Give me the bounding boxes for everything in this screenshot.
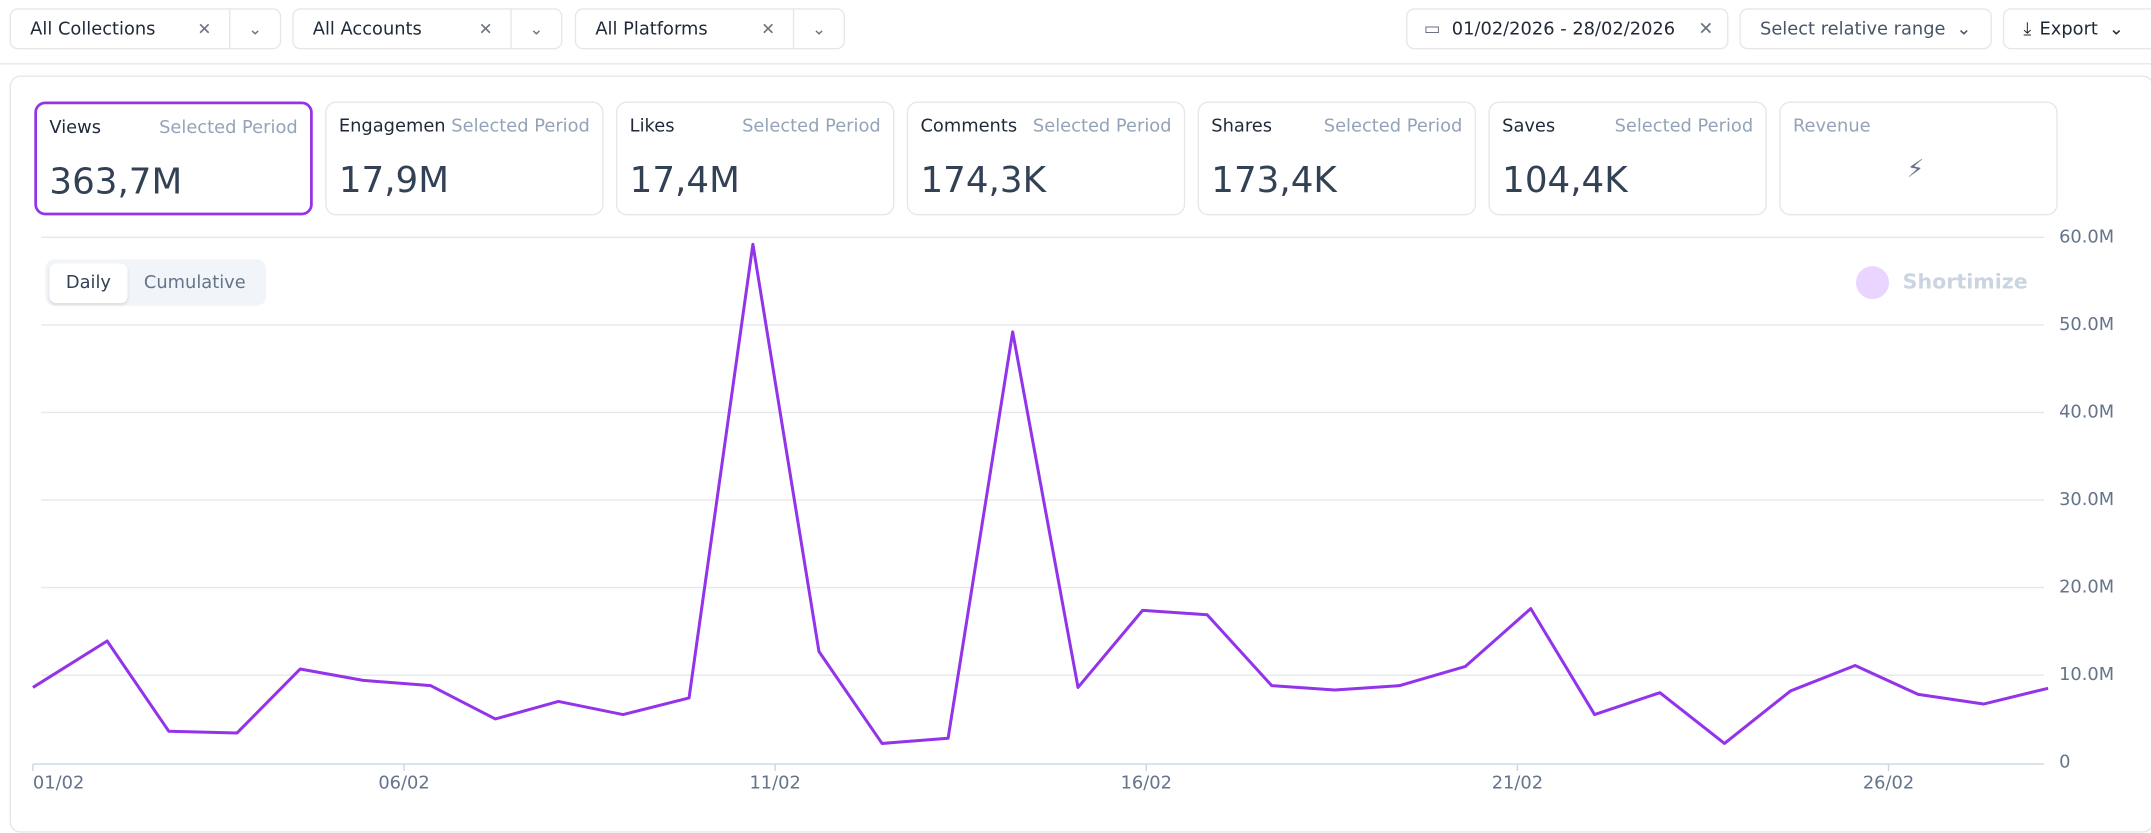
metric-name: Views — [49, 117, 101, 139]
metric-name: Shares — [1211, 116, 1273, 138]
filter-label: All Accounts — [312, 18, 422, 40]
dropdown-button[interactable]: ⌄ — [792, 9, 844, 49]
dropdown-button[interactable]: ⌄ — [510, 9, 561, 49]
filter-label: All Platforms — [595, 18, 708, 40]
export-text: Export — [2039, 18, 2098, 40]
view-toggle: Daily Cumulative — [45, 259, 267, 306]
metric-card[interactable]: Comments Selected Period 174,3K — [906, 101, 1186, 216]
metric-card[interactable]: Likes Selected Period 17,4M — [615, 101, 895, 216]
collection-filter[interactable]: All Collections ✕ ⌄ — [9, 8, 282, 50]
filter-label: All Collections — [30, 18, 156, 40]
watermark: Shortimize — [1903, 270, 2028, 294]
filter-bar: All Collections ✕ ⌄ All Accounts ✕ ⌄ All Pla… — [0, 0, 2151, 65]
metric-period: Selected Period — [153, 117, 298, 139]
clear-button[interactable]: ✕ — [478, 19, 493, 39]
metric-value: 173,4K — [1211, 160, 1337, 202]
y-tick-label: 20.0M — [2059, 577, 2114, 598]
y-tick-label: 60.0M — [2059, 226, 2114, 247]
relative-range-text: Select relative range — [1760, 18, 1946, 40]
metric-period: Selected Period — [1027, 116, 1172, 138]
metric-name: Saves — [1502, 116, 1556, 138]
dropdown-icon: ⌄ — [2108, 18, 2124, 40]
plug-icon: ⚡ — [1906, 155, 1925, 184]
metric-card[interactable]: Views Selected Period 363,7M — [34, 101, 313, 216]
data-line — [32, 242, 2049, 745]
relative-range[interactable]: Select relative range ⌄ — [1739, 8, 1992, 50]
clear-button[interactable]: ✕ — [1698, 18, 1714, 40]
date-range-text: 01/02/2026 - 28/02/2026 — [1451, 18, 1676, 40]
metric-name: Revenue — [1792, 116, 1871, 138]
metric-name: Comments — [920, 116, 1018, 138]
toggle-option[interactable]: Cumulative — [143, 272, 246, 293]
date-range[interactable]: ▭ 01/02/2026 - 28/02/2026 ✕ — [1406, 8, 1729, 50]
y-tick-label: 0 — [2059, 752, 2070, 773]
metric-value: 363,7M — [49, 161, 183, 204]
dropdown-icon: ⌄ — [1956, 18, 1972, 40]
metric-name: Engagement — [338, 116, 449, 138]
x-tick-label: 21/02 — [1492, 772, 1543, 793]
metric-cards: Views Selected Period 363,7M Engagement Sele… — [34, 101, 2058, 216]
metric-card[interactable]: Shares Selected Period 173,4K — [1197, 101, 1477, 216]
y-tick-label: 50.0M — [2059, 314, 2114, 335]
metric-period: Selected Period — [736, 116, 881, 138]
platform-filter[interactable]: All Platforms ✕ ⌄ — [574, 8, 846, 50]
watermark-logo — [1856, 266, 1889, 300]
metric-card[interactable]: Engagement Selected Period 17,9M — [325, 101, 604, 216]
metric-value: 174,3K — [920, 160, 1046, 202]
metric-value: 17,4M — [629, 160, 740, 202]
metric-card[interactable]: Saves Selected Period 104,4K — [1488, 101, 1767, 216]
calendar-icon: ▭ — [1423, 18, 1441, 40]
revenue-card[interactable]: Revenue ⚡ — [1779, 101, 2058, 216]
x-tick-label: 26/02 — [1863, 772, 1914, 793]
metric-value: 104,4K — [1502, 160, 1628, 202]
metric-value: 17,9M — [338, 160, 450, 202]
export-button[interactable]: ⤓ Export ⌄ — [2002, 8, 2151, 50]
toggle-option[interactable]: Daily — [49, 262, 128, 303]
y-tick-label: 30.0M — [2059, 489, 2114, 510]
metric-period: Selected Period — [1609, 116, 1754, 138]
x-tick-label: 06/02 — [378, 772, 429, 793]
x-tick-label: 16/02 — [1121, 772, 1172, 793]
dropdown-button[interactable]: ⌄ — [229, 9, 280, 49]
y-tick-label: 40.0M — [2059, 401, 2114, 422]
metric-name: Likes — [629, 116, 675, 138]
download-icon: ⤓ — [2023, 18, 2032, 40]
clear-button[interactable]: ✕ — [761, 19, 776, 39]
x-tick-label: 01/02 — [33, 772, 84, 793]
metric-period: Selected Period — [445, 116, 590, 138]
clear-button[interactable]: ✕ — [197, 19, 212, 39]
x-tick-label: 11/02 — [749, 772, 800, 793]
y-tick-label: 10.0M — [2059, 664, 2114, 685]
account-filter[interactable]: All Accounts ✕ ⌄ — [292, 8, 563, 50]
metric-period: Selected Period — [1318, 116, 1463, 138]
